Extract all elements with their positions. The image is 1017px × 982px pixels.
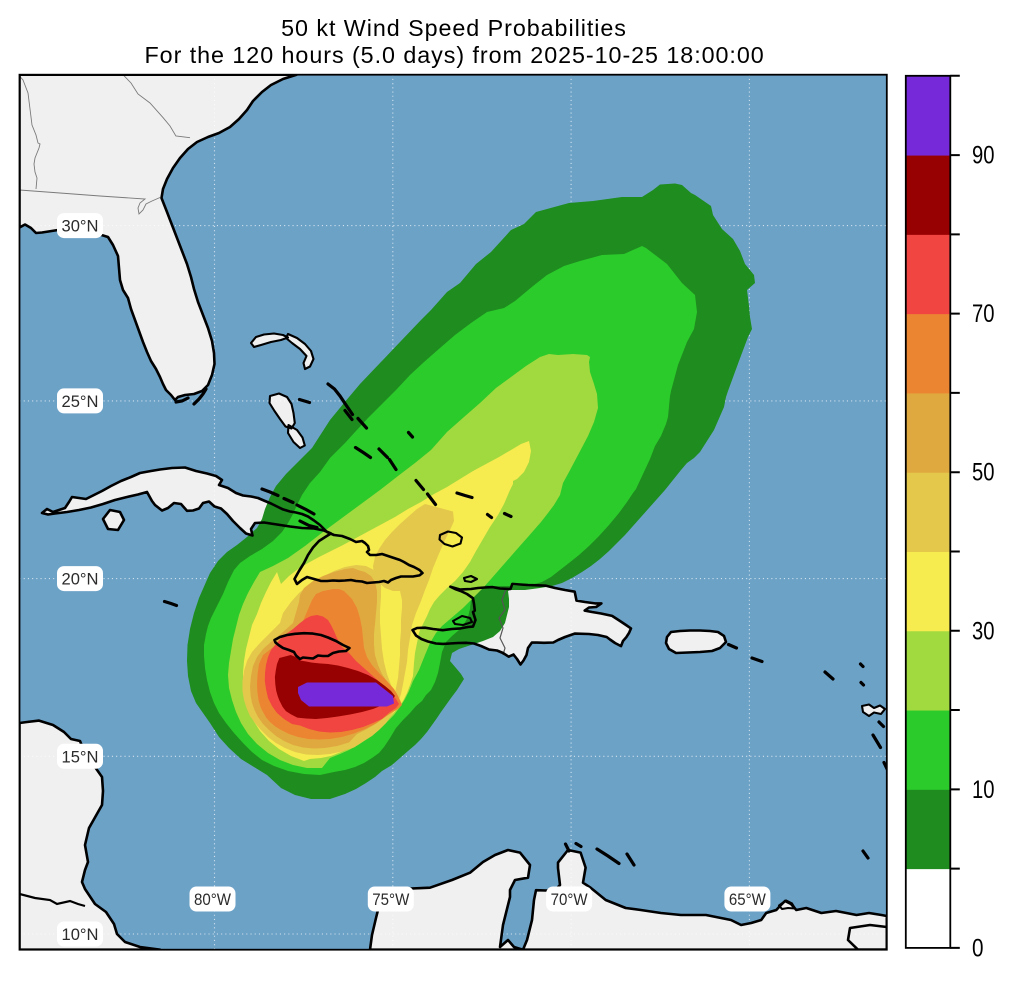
svg-text:30°N: 30°N (62, 218, 99, 236)
svg-text:75°W: 75°W (372, 891, 409, 909)
svg-text:0: 0 (972, 934, 984, 962)
svg-text:For the 120 hours (5.0 days) f: For the 120 hours (5.0 days) from 2025-1… (145, 42, 765, 68)
svg-text:70: 70 (972, 300, 995, 328)
svg-text:30: 30 (972, 617, 995, 645)
svg-text:65°W: 65°W (729, 891, 766, 909)
svg-text:10°N: 10°N (62, 926, 99, 944)
svg-text:90: 90 (972, 142, 995, 170)
svg-text:15°N: 15°N (62, 748, 99, 766)
svg-text:50 kt Wind Speed Probabilities: 50 kt Wind Speed Probabilities (281, 15, 627, 41)
svg-text:80°W: 80°W (194, 891, 231, 909)
svg-text:20°N: 20°N (62, 571, 99, 589)
svg-text:50: 50 (972, 459, 995, 487)
svg-text:25°N: 25°N (62, 393, 99, 411)
svg-text:70°W: 70°W (551, 891, 588, 909)
svg-text:10: 10 (972, 776, 995, 804)
